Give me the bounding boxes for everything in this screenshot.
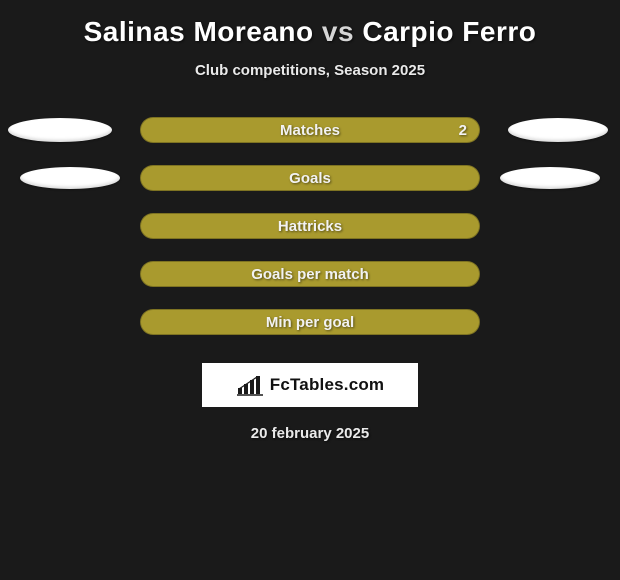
marker-left-matches: [8, 118, 112, 142]
stat-label-hattricks: Hattricks: [278, 218, 342, 235]
stat-bar-goals_per_match: Goals per match: [140, 261, 480, 287]
stat-label-goals_per_match: Goals per match: [251, 266, 369, 283]
date-text: 20 february 2025: [0, 425, 620, 442]
stat-value-matches: 2: [459, 122, 467, 139]
stat-row-min_per_goal: Min per goal: [0, 309, 620, 335]
stat-bar-min_per_goal: Min per goal: [140, 309, 480, 335]
comparison-card: Salinas Moreano vs Carpio Ferro Club com…: [0, 0, 620, 442]
marker-left-goals: [20, 167, 120, 189]
stat-label-min_per_goal: Min per goal: [266, 314, 354, 331]
player1-name: Salinas Moreano: [84, 16, 314, 47]
stat-row-goals_per_match: Goals per match: [0, 261, 620, 287]
player2-name: Carpio Ferro: [362, 16, 536, 47]
stat-bar-matches: Matches 2: [140, 117, 480, 143]
page-title: Salinas Moreano vs Carpio Ferro: [0, 8, 620, 62]
stat-bar-hattricks: Hattricks: [140, 213, 480, 239]
source-badge: FcTables.com: [202, 363, 418, 407]
stat-label-matches: Matches: [280, 122, 340, 139]
vs-separator: vs: [322, 16, 354, 47]
stat-label-goals: Goals: [289, 170, 331, 187]
stat-bar-goals: Goals: [140, 165, 480, 191]
marker-right-matches: [508, 118, 608, 142]
subtitle: Club competitions, Season 2025: [0, 62, 620, 79]
stats-rows: Matches 2 Goals Hattricks Goals per match Min…: [0, 117, 620, 335]
source-badge-text: FcTables.com: [270, 375, 385, 395]
stat-row-matches: Matches 2: [0, 117, 620, 143]
marker-right-goals: [500, 167, 600, 189]
stat-row-hattricks: Hattricks: [0, 213, 620, 239]
bar-chart-icon: [236, 374, 264, 396]
stat-row-goals: Goals: [0, 165, 620, 191]
